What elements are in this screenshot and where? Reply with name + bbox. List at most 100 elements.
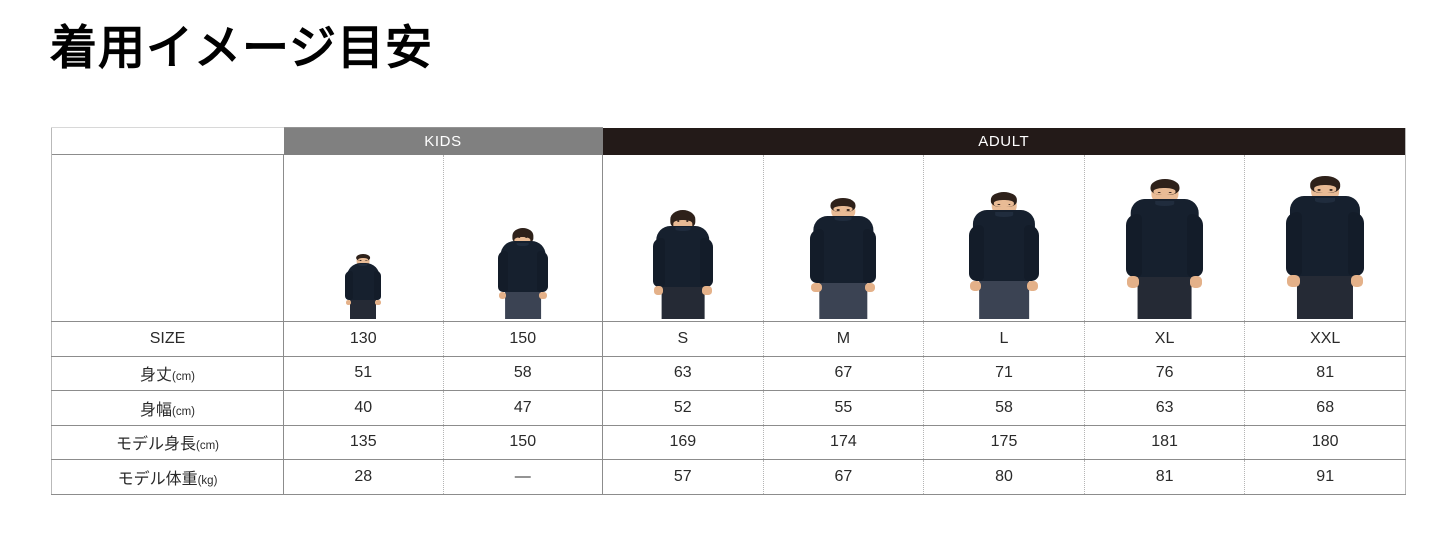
model-figure	[652, 210, 714, 321]
model-hair	[512, 228, 534, 244]
model-hair	[990, 192, 1018, 208]
size-chart-table: KIDS ADULT SIZE 130 150 S M L XL XXL 身丈(cm) 51 58 6…	[51, 127, 1406, 495]
cell-r1-c2: 150	[442, 321, 603, 357]
model-eyes	[517, 236, 528, 238]
cell-r5-c2: —	[442, 459, 603, 495]
model-sleeve-left	[345, 270, 353, 301]
model-eyes	[1317, 189, 1333, 191]
table-row: SIZE 130 150 S M L XL XXL	[51, 321, 1406, 357]
model-hand-left	[498, 291, 507, 300]
cell-r5-c6: 81	[1083, 459, 1245, 495]
model-sleeve-left	[1286, 212, 1303, 277]
row-label-unit: (cm)	[172, 371, 195, 384]
model-collar	[516, 242, 530, 246]
model-photo-xxl	[1244, 154, 1406, 322]
model-hair	[356, 253, 371, 262]
row-label-text: 身丈	[139, 367, 172, 385]
model-photo-s	[602, 154, 764, 322]
cell-r3-c7: 68	[1244, 390, 1406, 426]
model-sleeve-left	[652, 238, 666, 287]
model-collar	[995, 212, 1013, 217]
table-row: 身丈(cm) 51 58 63 67 71 76 81	[51, 356, 1406, 391]
group-header-adult: ADULT	[602, 127, 1406, 155]
cell-r5-c3: 57	[602, 459, 764, 495]
model-sleeve-left	[1126, 214, 1143, 278]
model-hand-right	[539, 291, 547, 300]
cell-r1-c6: XL	[1083, 321, 1245, 357]
cell-r5-c5: 80	[923, 459, 1085, 495]
model-figure	[1284, 175, 1365, 322]
cell-r4-c4: 174	[762, 425, 924, 460]
model-sleeve-right	[1186, 214, 1203, 278]
row-label-text: モデル体重	[117, 470, 198, 488]
model-pants	[504, 290, 541, 319]
cell-r1-c1: 130	[283, 321, 443, 357]
group-header-row: KIDS ADULT	[51, 127, 1406, 155]
model-sleeve-left	[497, 251, 509, 293]
cell-r2-c7: 81	[1244, 356, 1406, 391]
model-figure	[497, 228, 549, 321]
model-photo-130	[283, 154, 443, 322]
model-figure	[809, 198, 878, 321]
model-eyes	[837, 209, 850, 211]
model-sleeve-left	[969, 224, 984, 282]
cell-r2-c1: 51	[283, 356, 443, 391]
model-sleeve-right	[700, 238, 713, 287]
page-title: 着用イメージ目安	[50, 21, 434, 74]
model-photo-xl	[1083, 154, 1245, 322]
model-hand-right	[1350, 275, 1364, 288]
row-label-text: モデル身長	[115, 436, 196, 454]
row-label-5: モデル体重(kg)	[51, 459, 284, 495]
cell-r1-c4: M	[762, 321, 924, 357]
row-label-3: 身幅(cm)	[51, 390, 284, 426]
model-hand-left	[970, 280, 982, 291]
model-hair	[670, 210, 696, 229]
model-pants	[350, 298, 377, 319]
model-sleeve-left	[810, 229, 825, 284]
model-hand-right	[1026, 280, 1038, 291]
cell-r4-c2: 150	[442, 425, 603, 460]
row-label-unit: (cm)	[196, 440, 219, 453]
model-hand-right	[1189, 276, 1202, 288]
model-photo-row	[51, 154, 1406, 322]
cell-r3-c2: 47	[442, 390, 603, 426]
model-eyes	[359, 259, 367, 261]
model-hand-right	[375, 299, 381, 306]
cell-r3-c1: 40	[283, 390, 443, 426]
model-hand-left	[653, 286, 664, 296]
model-photo-l	[923, 154, 1085, 322]
model-eyes	[677, 220, 689, 222]
cell-r4-c7: 180	[1244, 425, 1406, 460]
row-label-unit: (kg)	[197, 474, 218, 487]
model-hair	[1150, 178, 1180, 196]
model-pants	[1297, 274, 1354, 319]
model-sleeve-right	[1348, 212, 1365, 277]
model-hair	[1310, 175, 1341, 193]
cell-r2-c5: 71	[923, 356, 1085, 391]
cell-r3-c3: 52	[602, 390, 764, 426]
model-hair	[830, 198, 856, 213]
model-collar	[1315, 198, 1336, 204]
cell-r3-c5: 58	[923, 390, 1085, 426]
model-hand-right	[702, 286, 712, 296]
row-label-1: SIZE	[51, 321, 284, 357]
model-figure	[344, 253, 382, 322]
model-collar	[1154, 200, 1175, 206]
row-label-unit: (cm)	[172, 405, 195, 418]
table-row: モデル身長(cm) 135 150 169 174 175 181 180	[51, 425, 1406, 460]
model-sleeve-right	[537, 251, 548, 293]
model-collar	[675, 227, 691, 232]
row-label-2: 身丈(cm)	[51, 356, 284, 391]
cell-r5-c1: 28	[283, 459, 443, 495]
model-collar	[358, 264, 368, 267]
model-pants	[979, 279, 1029, 319]
model-pants	[1137, 275, 1193, 319]
cell-r2-c3: 63	[602, 356, 764, 391]
model-hand-left	[345, 299, 352, 306]
model-figure	[1125, 178, 1205, 322]
table-row: 身幅(cm) 40 47 52 55 58 63 68	[51, 390, 1406, 426]
cell-r4-c6: 181	[1083, 425, 1245, 460]
group-header-blank	[51, 127, 284, 155]
cell-r2-c4: 67	[762, 356, 924, 391]
model-sleeve-right	[1024, 224, 1039, 282]
